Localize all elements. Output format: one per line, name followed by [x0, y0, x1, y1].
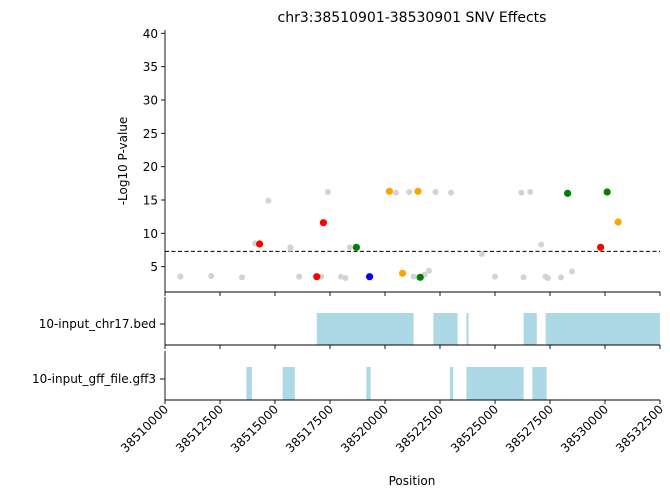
track-interval [449, 367, 454, 400]
data-point-gray [538, 241, 545, 248]
x-axis: 38510000 38512500 38515000 38517500 38520000… [118, 400, 666, 455]
x-tick-label: 38512500 [173, 402, 226, 455]
data-point-gray [448, 189, 454, 196]
data-point-gray [410, 273, 417, 280]
data-point-gray [287, 245, 294, 252]
data-point-gray [265, 197, 272, 204]
track-gff-label: 10-input_gff_file.gff3 [32, 372, 156, 386]
track-interval [366, 367, 371, 400]
y-tick-label: 40 [143, 27, 158, 41]
y-tick-label: 10 [143, 227, 158, 241]
data-point-gray [426, 267, 432, 274]
data-point-gray [393, 189, 399, 196]
data-point-gray [527, 189, 534, 195]
y-tick-label: 15 [143, 194, 158, 208]
track-bed-x-ticks [164, 345, 661, 349]
y-tick-label: 20 [143, 160, 158, 174]
data-point-gray [406, 189, 413, 195]
track-bed-panel: 10-input_chr17.bed [39, 297, 661, 349]
scatter-x-ticks [164, 292, 661, 296]
data-point-blue [366, 273, 374, 281]
data-point-green [352, 243, 360, 251]
track-interval [433, 313, 458, 345]
data-point-gray [478, 251, 485, 257]
data-point-gray [296, 273, 303, 280]
y-tick-label: 30 [143, 94, 158, 108]
data-point-gray [346, 244, 353, 251]
y-tick-label: 25 [143, 127, 158, 141]
x-tick-label: 38527500 [503, 402, 556, 455]
data-point-gray [492, 273, 498, 280]
data-point-green [603, 188, 611, 196]
y-tick-label: 35 [143, 60, 158, 74]
data-point-red [256, 240, 264, 248]
track-interval [282, 367, 295, 400]
data-point-gray [239, 274, 245, 281]
track-interval [466, 367, 524, 400]
data-point-red [319, 219, 327, 227]
track-interval [523, 313, 537, 345]
track-interval [545, 313, 660, 345]
data-point-orange [385, 187, 393, 195]
track-bed-label: 10-input_chr17.bed [39, 317, 156, 331]
track-interval [316, 313, 414, 345]
data-point-orange [614, 218, 622, 226]
track-interval [466, 313, 469, 345]
track-interval [532, 367, 547, 400]
x-tick-label: 38515000 [228, 402, 281, 455]
data-point-green [564, 189, 572, 197]
data-point-gray [342, 275, 349, 281]
x-tick-label: 38517500 [283, 402, 336, 455]
track-gff-intervals [246, 367, 547, 400]
track-interval [246, 367, 252, 400]
x-axis-label: Position [389, 474, 436, 488]
y-tick-label: 5 [150, 260, 158, 274]
data-point-green [416, 273, 424, 281]
data-point-gray [520, 274, 527, 281]
data-point-gray [544, 275, 551, 281]
y-axis: 5 10 15 20 25 30 35 40 [143, 27, 165, 274]
chart-title: chr3:38510901-38530901 SNV Effects [278, 10, 547, 26]
y-axis-label: -Log10 P-value [116, 117, 130, 206]
x-tick-label: 38520000 [338, 402, 391, 455]
x-tick-label: 38532500 [613, 402, 666, 455]
track-bed-intervals [316, 313, 660, 345]
data-point-gray [177, 273, 184, 280]
data-points [177, 187, 622, 281]
x-tick-label: 38510000 [118, 402, 171, 455]
data-point-gray [518, 189, 525, 196]
x-tick-label: 38525000 [448, 402, 501, 455]
data-point-gray [558, 274, 564, 281]
x-tick-label: 38522500 [393, 402, 446, 455]
data-point-gray [569, 268, 575, 275]
data-point-gray [208, 273, 215, 279]
track-gff-panel: 10-input_gff_file.gff3 38510000 38512500 3… [32, 351, 666, 455]
scatter-panel: 5 10 15 20 25 30 35 40 -Log10 P-value [116, 27, 661, 296]
data-point-gray [432, 189, 439, 195]
data-point-orange [399, 269, 407, 277]
data-point-orange [414, 187, 422, 195]
data-point-red [597, 243, 605, 251]
x-tick-label: 38530000 [558, 402, 611, 455]
data-point-red [313, 273, 321, 281]
data-point-gray [324, 189, 331, 195]
